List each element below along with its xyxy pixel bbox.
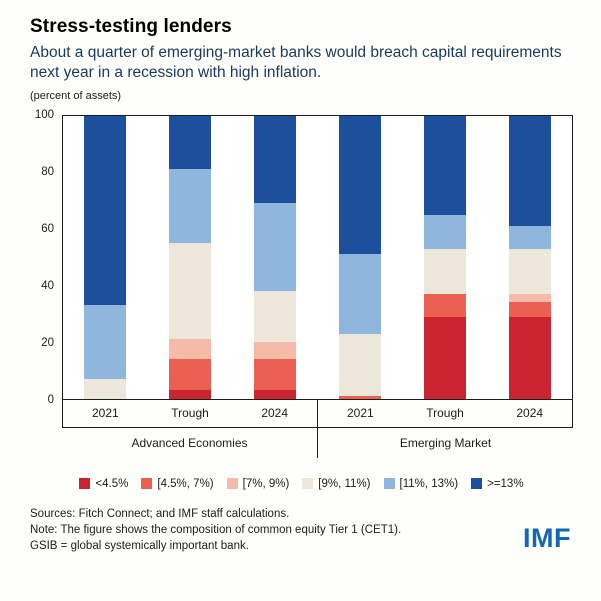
y-tick-label: 80 (41, 165, 54, 178)
y-tick-label: 40 (41, 279, 54, 292)
chart-subtitle: About a quarter of emerging-market banks… (30, 44, 562, 81)
plot-area (62, 114, 573, 400)
legend-label: [4.5%, 7%) (157, 477, 214, 490)
stacked-bar-2021-0 (84, 115, 127, 399)
sources-text: Sources: Fitch Connect; and IMF staff ca… (30, 507, 290, 520)
legend-item: [11%, 13%) (383, 477, 459, 490)
y-tick-label: 100 (34, 108, 54, 121)
bar-slot (63, 115, 148, 399)
bar-segment (169, 390, 212, 399)
stacked-bar-2024-5 (508, 115, 551, 399)
bar-segment (169, 359, 212, 391)
bar-segment (423, 115, 466, 215)
bar-segment (508, 226, 551, 249)
legend-item: <4.5% (79, 478, 128, 490)
bar-segment (169, 115, 212, 170)
legend-swatch-icon (383, 478, 395, 490)
legend-swatch-icon (471, 478, 483, 490)
legend-item: [4.5%, 7%) (141, 477, 214, 490)
stacked-bar-trough-1 (169, 115, 212, 399)
x-tick-label: 2024 (261, 406, 289, 421)
bar-segment (508, 316, 551, 399)
legend-swatch-icon (302, 478, 314, 490)
stacked-bar-2021-3 (338, 115, 381, 399)
x-labels: 2021 Trough 2024 2021 Trough 2024 (62, 399, 573, 428)
bar-segment (423, 248, 466, 294)
page-title: Stress-testing lenders (30, 16, 232, 37)
bar-segment (508, 248, 551, 294)
legend-label: [11%, 13%) (399, 477, 459, 490)
plot-wrap: 2021 Trough 2024 2021 Trough 2024 Advanced Ec… (62, 114, 573, 458)
x-tick-label: 2021 (317, 399, 403, 427)
stacked-bar-trough-4 (423, 115, 466, 399)
bar-segment (338, 395, 381, 399)
legend-swatch-icon (141, 478, 153, 490)
legend-label: [9%, 11%) (318, 477, 371, 490)
legend-label: [7%, 9%) (242, 477, 290, 490)
bar-segment (254, 342, 297, 360)
legend-label: <4.5% (95, 477, 129, 490)
bar-segment (508, 293, 551, 303)
legend: <4.5% [4.5%, 7%) [7%, 9%) [9%, 11%) [11%, 13… (30, 478, 573, 490)
bar-segment (508, 115, 551, 227)
bar-segment (338, 333, 381, 396)
bar-segment (254, 203, 297, 292)
imf-logo: IMF (523, 522, 571, 553)
bar-slot (487, 115, 572, 399)
legend-item: [7%, 9%) (226, 477, 290, 490)
bar-segment (423, 214, 466, 249)
y-tick-label: 60 (41, 222, 54, 235)
bar-segment (254, 115, 297, 204)
legend-swatch-icon (79, 478, 91, 490)
group-label: Advanced Economies (131, 435, 248, 450)
stacked-bar-chart: 0 20 40 60 80 100 2021 Trough 2024 2021 Trough 202… (30, 109, 573, 458)
footer: Sources: Fitch Connect; and IMF staff ca… (30, 506, 573, 554)
group-labels: Advanced Economies Emerging Market (62, 427, 573, 458)
legend-item: [9%, 11%) (302, 477, 371, 490)
group-label: Emerging Market (317, 427, 573, 458)
bar-segment (84, 378, 127, 399)
legend-swatch-icon (226, 478, 238, 490)
bar-segment (338, 115, 381, 255)
note-text: Note: The figure shows the composition o… (30, 523, 402, 536)
bar-segment (84, 115, 127, 306)
y-axis: 0 20 40 60 80 100 (30, 109, 62, 406)
bar-segment (254, 359, 297, 391)
x-tick-label: Trough (426, 406, 464, 421)
x-tick-label: 2021 (91, 406, 119, 421)
x-tick-label: 2024 (516, 406, 544, 421)
unit-label: (percent of assets) (30, 89, 122, 102)
bar-segment (169, 169, 212, 244)
bar-slot (233, 115, 318, 399)
bar-slot (317, 115, 402, 399)
legend-label: >=13% (487, 477, 524, 490)
bar-segment (254, 390, 297, 399)
bar-segment (508, 302, 551, 317)
y-tick-label: 0 (47, 393, 54, 406)
bar-segment (169, 339, 212, 360)
bar-segment (84, 305, 127, 379)
bar-segment (169, 243, 212, 340)
stacked-bar-2024-2 (254, 115, 297, 399)
bar-slot (148, 115, 233, 399)
x-tick-label: Trough (171, 406, 209, 421)
legend-item: >=13% (471, 477, 524, 490)
bar-segment (254, 291, 297, 343)
bar-segment (338, 254, 381, 334)
gsib-text: GSIB = global systemically important ban… (30, 539, 249, 552)
y-tick-label: 20 (41, 336, 54, 349)
bar-slot (402, 115, 487, 399)
bar-segment (423, 293, 466, 317)
bar-segment (423, 316, 466, 399)
